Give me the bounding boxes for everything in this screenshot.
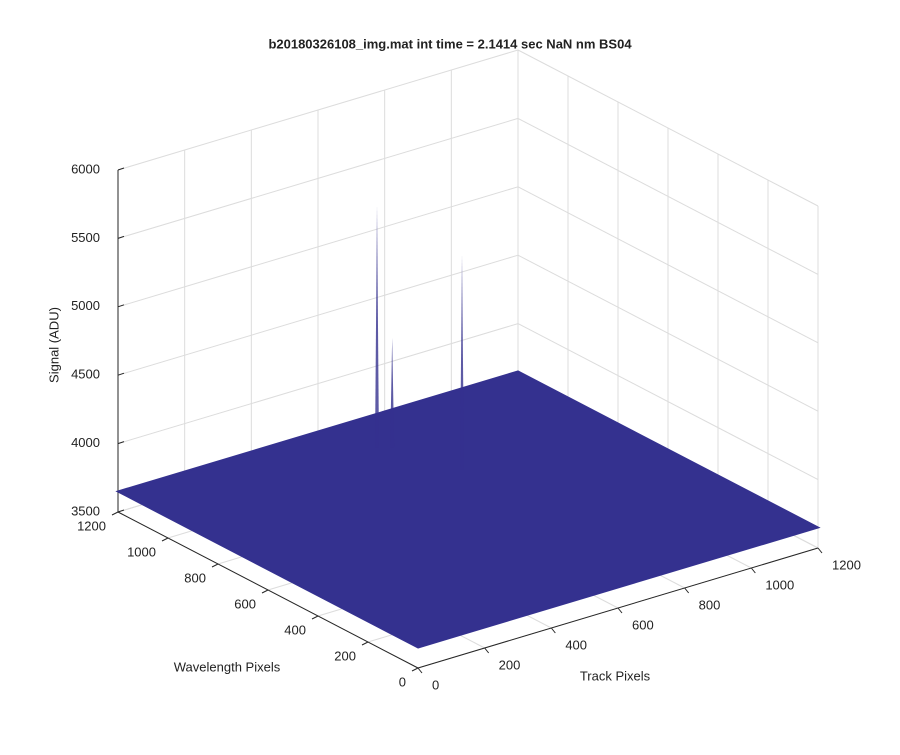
x-tick (684, 587, 690, 594)
z-tick-label: 4500 (71, 367, 100, 382)
x-tick-label: 1200 (832, 557, 861, 572)
x-tick (817, 547, 823, 554)
z-tick (117, 509, 125, 513)
z-tick-label: 5000 (71, 298, 100, 313)
z-tick-label: 6000 (71, 161, 100, 176)
grid-line (117, 254, 519, 376)
x-tick (750, 567, 756, 574)
y-tick-label: 400 (284, 622, 306, 637)
grid-line (117, 117, 519, 239)
spike (390, 337, 395, 448)
x-tick (550, 627, 556, 634)
y-tick-label: 1200 (77, 518, 106, 533)
x-tick-label: 600 (632, 617, 654, 632)
grid-line (117, 323, 519, 445)
x-tick (617, 607, 623, 614)
y-tick-label: 600 (234, 596, 256, 611)
z-tick (117, 372, 125, 376)
y-tick-label: 800 (184, 570, 206, 585)
x-tick (484, 647, 490, 654)
z-tick (117, 441, 125, 445)
grid-line (517, 186, 819, 344)
surface (115, 370, 821, 649)
grid-line (517, 49, 819, 207)
spike (375, 205, 379, 448)
x-tick-label: 1000 (765, 577, 794, 592)
grid-line (117, 186, 519, 308)
y-axis-label: Wavelength Pixels (174, 659, 281, 674)
z-tick (117, 304, 125, 308)
y-tick (111, 511, 119, 516)
grid-line (517, 254, 819, 412)
z-tick-label: 4000 (71, 435, 100, 450)
grid-line (117, 49, 519, 171)
x-axis-label: Track Pixels (580, 668, 651, 683)
x-tick (417, 667, 423, 674)
z-axis-label: Signal (ADU) (46, 307, 61, 383)
z-tick (117, 235, 125, 239)
z-tick-label: 5500 (71, 230, 100, 245)
x-tick-label: 200 (499, 657, 521, 672)
z-tick (117, 167, 125, 171)
y-tick (211, 563, 219, 568)
y-tick (361, 641, 369, 646)
z-tick-label: 3500 (71, 503, 100, 518)
x-tick-label: 0 (432, 677, 439, 692)
chart-title: b20180326108_img.mat int time = 2.1414 s… (268, 36, 632, 51)
y-tick-label: 200 (334, 648, 356, 663)
y-tick-label: 1000 (127, 544, 156, 559)
y-tick (311, 615, 319, 620)
x-tick-label: 800 (699, 597, 721, 612)
x-tick-label: 400 (565, 637, 587, 652)
y-tick (411, 667, 419, 672)
spike (460, 254, 464, 470)
grid-line (517, 117, 819, 275)
y-tick-label: 0 (399, 674, 406, 689)
y-tick (261, 589, 269, 594)
grid-line (517, 323, 819, 481)
y-tick (161, 537, 169, 542)
